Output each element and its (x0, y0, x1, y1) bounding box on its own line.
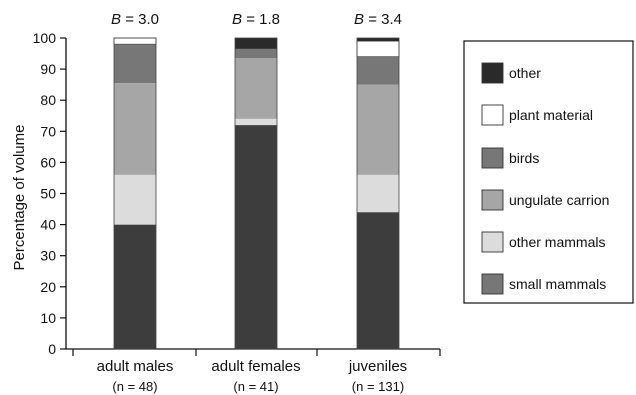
bar-segment (357, 38, 399, 42)
bar-segment (357, 212, 399, 349)
x-category-label: juveniles (348, 358, 407, 375)
annotation-value: = 3.0 (121, 11, 159, 28)
bar-outline (113, 37, 157, 350)
bar-segment (114, 174, 156, 225)
bar-segment (235, 38, 277, 49)
bar-segment (357, 84, 399, 175)
bar-segment (235, 125, 277, 349)
bar-segment (235, 118, 277, 126)
y-tick-label: 10 (40, 310, 56, 326)
y-tick-label: 30 (40, 248, 56, 264)
bar-outline (356, 37, 400, 350)
legend-swatch (481, 104, 504, 126)
legend-box (463, 40, 634, 304)
legend-swatch (481, 273, 504, 295)
annotation-value: = 1.8 (242, 11, 280, 28)
legend-swatch (481, 189, 504, 211)
bar-outline (234, 37, 278, 350)
plot-area: 0 10 20 30 40 50 60 70 80 90 100 Percentage of volu… (11, 11, 441, 394)
bar-segment (113, 37, 157, 45)
legend-swatch (481, 231, 504, 253)
y-tick-label: 70 (40, 123, 56, 139)
bar-segment (357, 56, 399, 85)
legend: other plant material birds ungulate carrion… (463, 40, 634, 304)
x-category-label: adult females (211, 358, 300, 375)
annotation-value: = 3.4 (364, 11, 402, 28)
legend-label: birds (509, 150, 539, 166)
y-tick-label: 0 (48, 341, 56, 357)
legend-label: other (509, 65, 541, 81)
y-tick-label: 90 (40, 61, 56, 77)
y-tick-label: 40 (40, 217, 56, 233)
annotation-symbol: B (354, 11, 364, 28)
bar-annotation: B = 3.4 (354, 11, 402, 28)
bar-annotation: B = 3.0 (111, 11, 159, 28)
x-category-sublabel: (n = 48) (112, 379, 157, 394)
x-category-sublabel: (n = 41) (233, 379, 278, 394)
x-category-label: adult males (97, 358, 174, 375)
bar-segment (357, 174, 399, 213)
bar-segment (235, 48, 277, 59)
bar-annotation: B = 1.8 (232, 11, 280, 28)
y-tick-label: 50 (40, 186, 56, 202)
bar-segment (114, 224, 156, 349)
bar-segment (235, 58, 277, 119)
y-tick-label: 20 (40, 279, 56, 295)
annotation-symbol: B (111, 11, 121, 28)
x-category-sublabel: (n = 131) (352, 379, 404, 394)
legend-swatch (481, 147, 504, 169)
legend-label: ungulate carrion (509, 192, 609, 208)
legend-label: other mammals (509, 234, 605, 250)
y-tick-label: 100 (33, 30, 57, 46)
y-tick-label: 60 (40, 154, 56, 170)
legend-label: plant material (509, 107, 593, 123)
bar-segment (114, 83, 156, 175)
bar-segment (356, 40, 400, 58)
y-axis-title: Percentage of volume (11, 125, 28, 271)
legend-swatch (481, 62, 504, 84)
bar-segment (114, 44, 156, 84)
y-tick-label: 80 (40, 92, 56, 108)
legend-label: small mammals (509, 276, 606, 292)
annotation-symbol: B (232, 11, 242, 28)
